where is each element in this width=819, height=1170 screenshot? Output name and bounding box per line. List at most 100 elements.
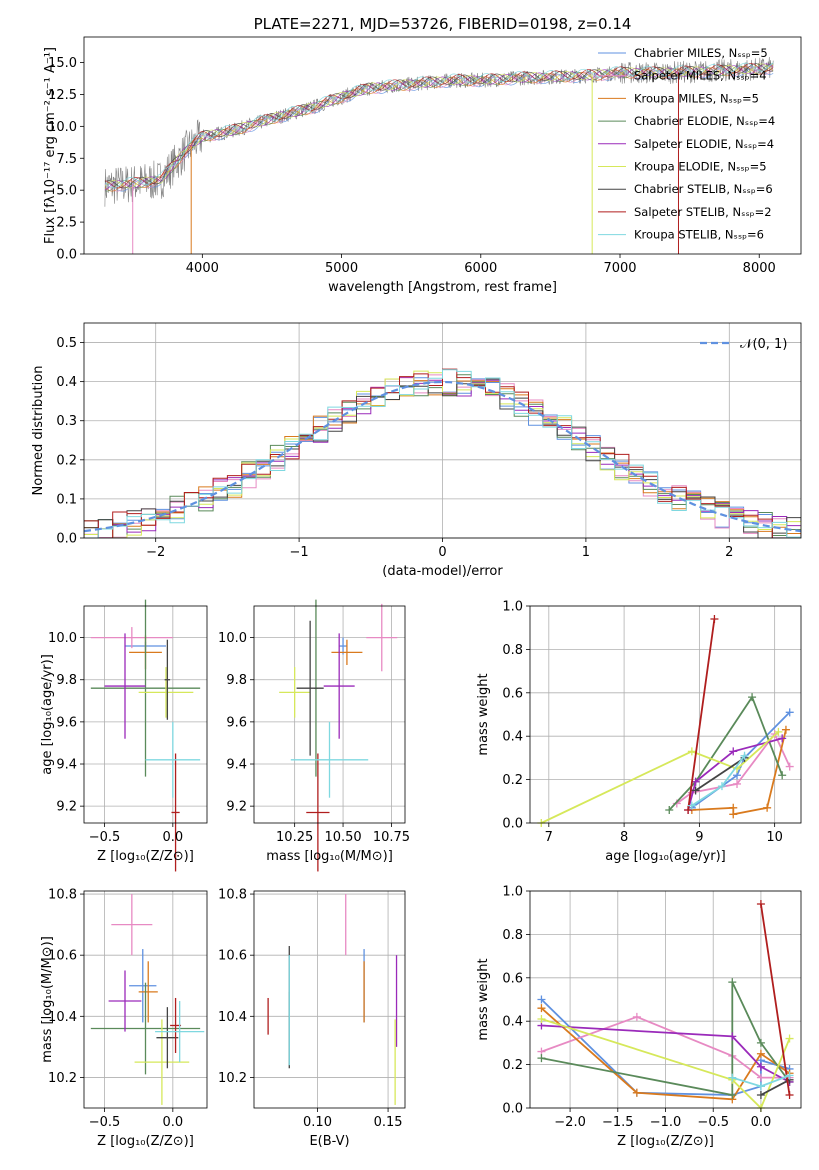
series-line xyxy=(540,998,790,1096)
x-tick-label: 0.0 xyxy=(751,1115,772,1130)
y-tick-label: 10.0 xyxy=(48,120,77,135)
x-axis-label: age [log₁₀(age/yr)] xyxy=(605,849,726,864)
chart-title: PLATE=2271, MJD=53726, FIBERID=0198, z=0… xyxy=(254,15,632,33)
data-point-marker xyxy=(728,1090,737,1099)
y-tick-label: 0.4 xyxy=(502,730,523,745)
axes-frame xyxy=(529,605,802,824)
y-axis-label: mass weight xyxy=(476,673,491,755)
series-line xyxy=(760,1079,790,1096)
data-point-marker xyxy=(729,810,738,819)
x-tick-label: 10.50 xyxy=(324,830,361,845)
y-tick-label: 9.6 xyxy=(56,715,77,730)
histogram-step-line xyxy=(84,368,801,538)
mass-vs-metallicity-plot: −0.5 0.0 10.2 10.4 10.6 10.8 Z [log₁₀(Z/Z⊙)] ma… xyxy=(40,888,208,1149)
age-vs-metallicity-plot: −0.5 0.0 9.2 9.4 9.6 9.8 10.0 Z [log₁₀(Z/Z⊙)] ag… xyxy=(40,599,208,872)
y-tick-label: 10.4 xyxy=(218,1010,247,1025)
y-axis-label: mass weight xyxy=(476,958,491,1040)
y-tick-label: 0.2 xyxy=(502,773,523,788)
data-point-marker xyxy=(687,801,696,810)
y-axis-label: age [log₁₀(age/yr)] xyxy=(40,654,55,775)
data-point-marker xyxy=(733,779,742,788)
y-tick-label: 0.0 xyxy=(502,1102,523,1117)
x-tick-label: −0.5 xyxy=(89,830,121,845)
x-tick-label: 0 xyxy=(438,545,446,560)
data-point-marker xyxy=(778,771,787,780)
x-tick-label: 10.75 xyxy=(373,830,410,845)
legend-label: Kroupa ELODIE, Nₛₛₚ=5 xyxy=(634,160,767,174)
data-point-marker xyxy=(537,1015,546,1024)
data-point-marker xyxy=(756,1049,765,1058)
y-tick-label: 0.5 xyxy=(56,336,77,351)
data-point-marker xyxy=(748,693,757,702)
x-tick-label: 10 xyxy=(766,830,783,845)
x-axis-label: Z [log₁₀(Z/Z⊙)] xyxy=(617,1134,714,1149)
x-tick-label: −0.5 xyxy=(89,1115,121,1130)
series-line xyxy=(687,618,716,811)
y-tick-label: 7.5 xyxy=(56,152,77,167)
x-tick-label: 10.25 xyxy=(276,830,313,845)
data-point-marker xyxy=(687,747,696,756)
legend-label: Salpeter STELIB, Nₛₛₚ=2 xyxy=(634,205,772,219)
y-tick-label: 10.6 xyxy=(48,949,77,964)
axes-frame xyxy=(253,890,406,1109)
x-tick-label: 2 xyxy=(725,545,733,560)
axes-frame xyxy=(83,605,208,824)
y-tick-label: 0.4 xyxy=(56,375,77,390)
y-tick-label: 9.4 xyxy=(56,758,77,773)
spectrum-traces xyxy=(104,56,774,254)
data-point-marker xyxy=(774,727,783,736)
axes-frame xyxy=(83,36,802,255)
y-tick-label: 9.2 xyxy=(56,800,77,815)
x-tick-label: 5000 xyxy=(325,261,358,276)
y-tick-label: 0.8 xyxy=(502,643,523,658)
data-point-marker xyxy=(756,1038,765,1047)
series-line xyxy=(668,695,784,811)
y-tick-label: 0.1 xyxy=(56,492,77,507)
model-spectrum-line xyxy=(104,63,774,189)
y-tick-label: 0.0 xyxy=(56,248,77,263)
data-point-marker xyxy=(728,1073,737,1082)
data-point-marker xyxy=(785,762,794,771)
age-vs-mass-plot: 10.25 10.50 10.75 9.2 9.4 9.6 9.8 10.0 mass [log… xyxy=(218,599,410,872)
legend-label: Salpeter MILES, Nₛₛₚ=4 xyxy=(634,69,767,83)
x-tick-label: 7 xyxy=(545,830,553,845)
legend-label: Chabrier MILES, Nₛₛₚ=5 xyxy=(634,46,768,60)
data-point-marker xyxy=(781,725,790,734)
y-tick-label: 0.6 xyxy=(502,971,523,986)
legend-label: Chabrier ELODIE, Nₛₛₚ=4 xyxy=(634,114,775,128)
data-point-marker xyxy=(729,747,738,756)
data-point-marker xyxy=(710,615,719,624)
y-axis-label: mass [log₁₀(M/M⊙)] xyxy=(40,936,55,1063)
x-tick-label: 9 xyxy=(695,830,703,845)
x-tick-label: 0.0 xyxy=(162,1115,183,1130)
series-line xyxy=(695,757,745,792)
y-tick-label: 0.3 xyxy=(56,414,77,429)
residuals-histogram: −2 −1 0 1 2 0.0 0.1 0.2 0.3 0.4 0.5 (data-model)/er… xyxy=(31,322,802,579)
y-tick-label: 10.0 xyxy=(48,631,77,646)
x-tick-label: −0.5 xyxy=(697,1115,729,1130)
y-tick-label: 9.2 xyxy=(226,800,247,815)
x-tick-label: 1 xyxy=(582,545,590,560)
y-tick-label: 10.4 xyxy=(48,1010,77,1025)
x-axis-label: Z [log₁₀(Z/Z⊙)] xyxy=(97,849,194,864)
y-tick-label: 0.8 xyxy=(502,928,523,943)
x-tick-label: −1.0 xyxy=(650,1115,682,1130)
data-point-marker xyxy=(740,751,749,760)
y-tick-label: 10.2 xyxy=(218,1071,247,1086)
y-tick-label: 9.8 xyxy=(56,673,77,688)
x-axis-label: (data-model)/error xyxy=(382,564,503,579)
data-point-marker xyxy=(778,734,787,743)
y-tick-label: 10.6 xyxy=(218,949,247,964)
y-tick-label: 0.0 xyxy=(502,817,523,832)
model-spectrum-line xyxy=(104,63,774,189)
data-point-marker xyxy=(756,1073,765,1082)
data-point-marker xyxy=(785,708,794,717)
y-axis-label: Flux [fλ10⁻¹⁷ erg cm⁻² s⁻¹ A⁻¹] xyxy=(43,47,58,244)
data-point-marker xyxy=(785,1034,794,1043)
data-point-marker xyxy=(537,995,546,1004)
y-tick-label: 15.0 xyxy=(48,56,77,71)
series-line xyxy=(541,1018,791,1110)
series-line xyxy=(760,903,791,1096)
axes-frame xyxy=(253,605,406,824)
